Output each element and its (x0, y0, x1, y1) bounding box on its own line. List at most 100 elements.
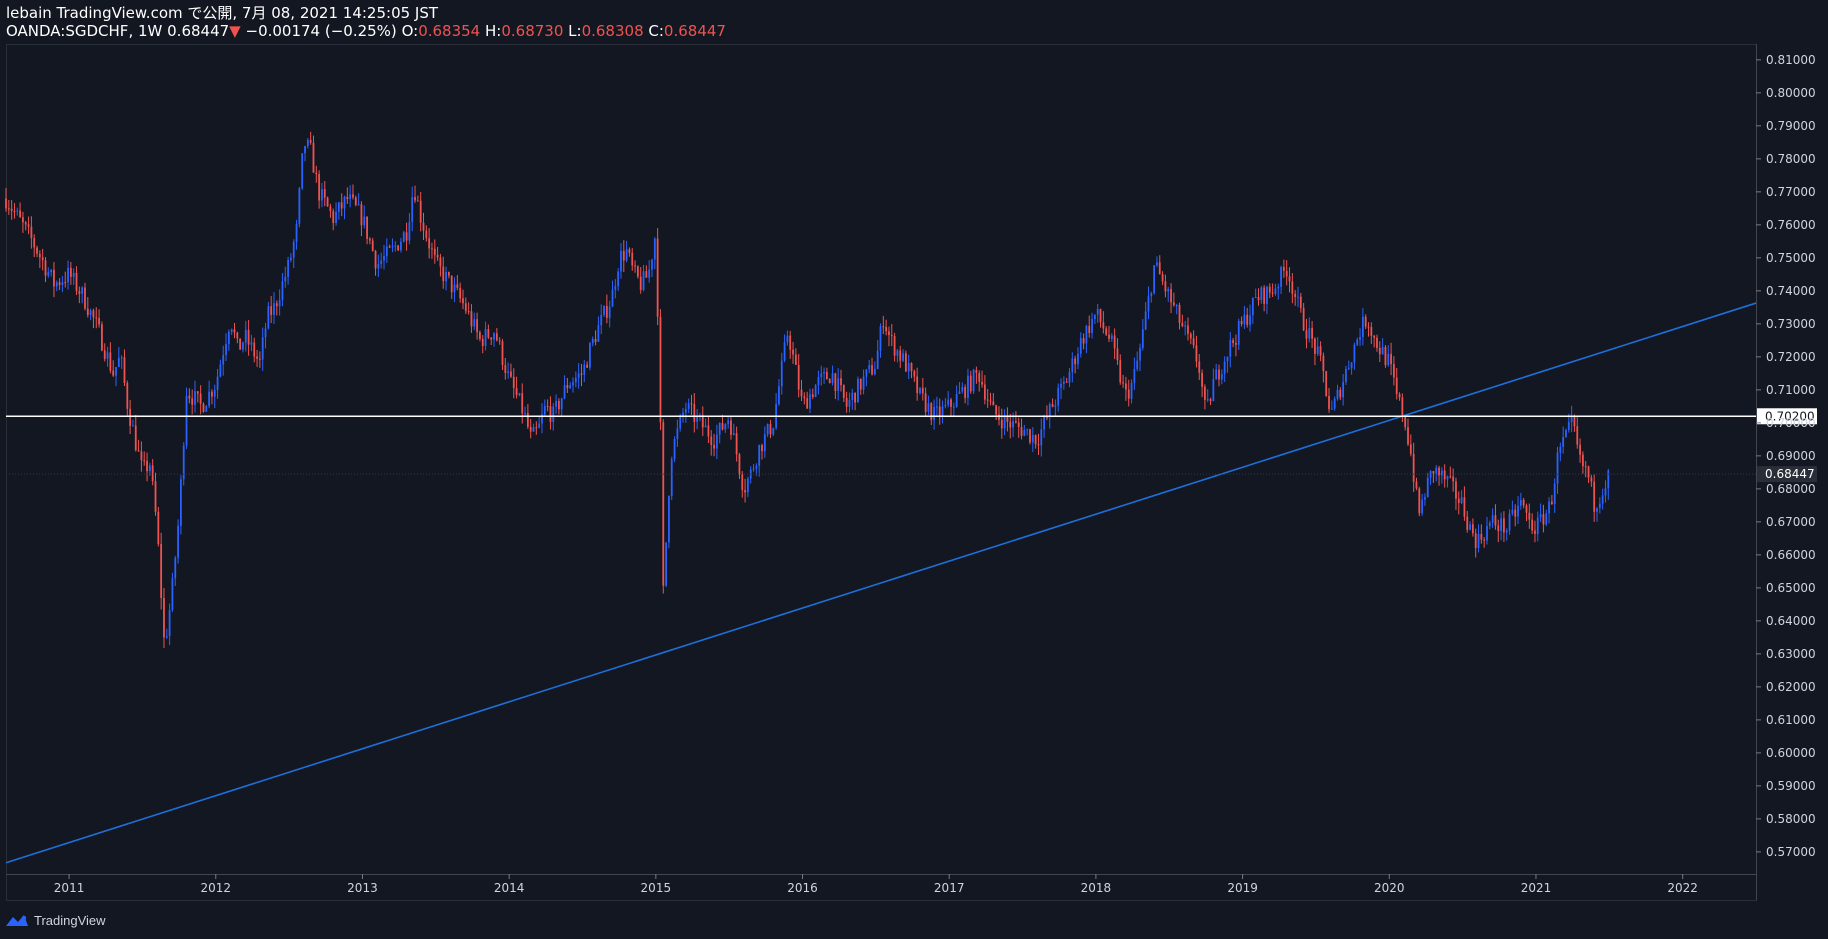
candle-body (1409, 444, 1412, 454)
candle-body (1164, 281, 1167, 292)
trendline[interactable] (5, 302, 1757, 864)
candle-body (687, 403, 690, 409)
candle-body (1223, 361, 1226, 374)
candle-body (888, 331, 890, 336)
candle-body (1099, 309, 1102, 323)
candle-body (61, 282, 64, 286)
candle-body (1316, 346, 1319, 354)
candle-body (752, 468, 755, 470)
candle-body (724, 424, 727, 430)
candle-body (1082, 338, 1085, 344)
candle-body (1037, 444, 1040, 446)
candle-body (1017, 422, 1020, 428)
price-axis[interactable]: 0.57000 0.58000 0.59000 0.60000 0.61000 0.620… (1756, 53, 1816, 859)
candle-body (58, 282, 61, 286)
candle-body (1096, 309, 1099, 315)
candle-body (1285, 270, 1288, 277)
candle-body (662, 422, 665, 586)
low-label: L: (568, 22, 582, 40)
candle-body (682, 412, 684, 416)
candle-body (1378, 348, 1381, 355)
candle-body (1463, 497, 1466, 517)
time-tick-label: 2015 (641, 881, 672, 895)
candle-body (273, 303, 275, 315)
candle-body (1534, 530, 1536, 535)
candle-body (1539, 514, 1542, 518)
candle-body (783, 342, 786, 361)
candle-body (298, 188, 301, 224)
candle-body (55, 282, 58, 287)
candle-body (995, 405, 998, 415)
candle-body (792, 349, 794, 355)
candle-body (910, 363, 913, 372)
candle-body (1246, 314, 1249, 325)
candle-body (1125, 383, 1127, 390)
candle-body (558, 400, 560, 410)
candle-body (247, 329, 250, 345)
candle-body (800, 389, 803, 397)
candle-body (360, 204, 363, 226)
candle-body (160, 544, 163, 598)
candle-body (115, 366, 117, 376)
price-tick-label: 0.71000 (1766, 383, 1816, 397)
candle-body (1204, 386, 1206, 400)
candle-body (825, 371, 828, 380)
candle-body (185, 395, 188, 446)
candle-body (27, 224, 30, 227)
candle-body (1556, 452, 1559, 484)
candle-body (476, 319, 478, 333)
candle-body (1449, 476, 1452, 478)
candle-body (933, 407, 935, 421)
candle-body (177, 525, 179, 558)
candle-body (809, 394, 811, 409)
candle-body (1195, 345, 1198, 362)
candle-body (617, 271, 620, 287)
candle-body (143, 460, 146, 462)
time-axis[interactable]: 2011 2012 2013 2014 2015 2016 2017 2018 2019 2020… (54, 874, 1698, 895)
candle-body (786, 335, 789, 343)
candle-body (998, 414, 1000, 420)
candle-body (955, 393, 958, 407)
candle-body (244, 329, 247, 343)
footer-brand[interactable]: TradingView (34, 912, 106, 928)
price-tick-label: 0.81000 (1766, 53, 1816, 67)
candle-body (510, 371, 512, 377)
candle-body (563, 385, 566, 399)
candle-body (941, 406, 944, 417)
candle-body (857, 378, 859, 403)
candle-body (1562, 437, 1565, 447)
candle-body (140, 451, 143, 461)
symbol-interval[interactable]: OANDA:SGDCHF, 1W (6, 22, 163, 40)
candle-body (975, 369, 978, 373)
candle-body (442, 266, 445, 282)
candle-body (75, 272, 78, 292)
candle-body (1218, 369, 1220, 380)
candle-body (645, 271, 648, 278)
candle-body (1384, 347, 1387, 366)
candle-body (67, 267, 69, 283)
candle-body (944, 404, 947, 407)
candle-body (512, 376, 515, 388)
candle-body (1170, 288, 1172, 303)
candle-body (981, 381, 983, 385)
candle-body (1209, 399, 1212, 402)
candle-body (707, 425, 710, 437)
candle-body (50, 269, 53, 273)
candle-body (92, 310, 95, 318)
candle-body (295, 223, 298, 242)
candle-body (1156, 262, 1158, 266)
candle-body (1110, 335, 1113, 339)
candle-body (1260, 287, 1263, 301)
candle-body (603, 305, 605, 315)
time-tick-label: 2022 (1667, 881, 1698, 895)
candle-body (1528, 512, 1531, 520)
candle-body (36, 247, 38, 254)
candle-body (411, 197, 414, 222)
candle-body (53, 269, 55, 287)
candle-body (1322, 355, 1325, 372)
candle-body (885, 326, 888, 332)
candle-body (924, 393, 927, 412)
candle-body (1147, 296, 1150, 312)
candle-body (1311, 327, 1313, 339)
